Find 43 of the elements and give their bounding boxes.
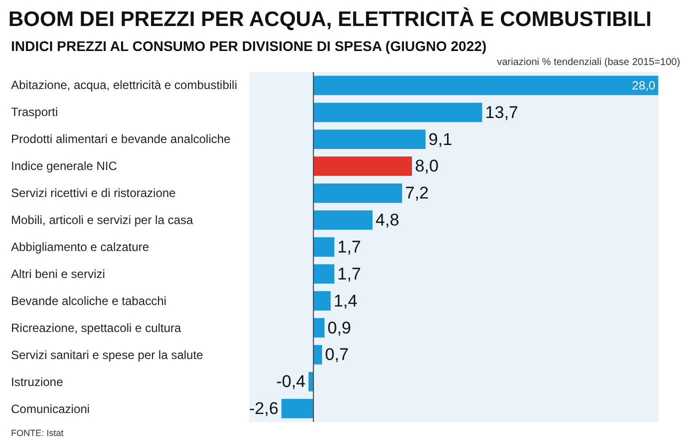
y-tick-label: Ricreazione, spettacoli e cultura [11,321,182,335]
source-note: FONTE: Istat [11,428,64,438]
bar [281,398,314,418]
y-tick-label: Abbigliamento e calzature [11,240,150,254]
bar [313,237,334,257]
y-tick-label: Bevande alcoliche e tabacchi [11,294,166,308]
data-label: 4,8 [376,210,400,230]
y-tick-label: Mobili, articoli e servizi per la casa [11,213,194,227]
data-label: -2,6 [249,399,278,418]
bar [313,156,412,176]
data-label: 9,1 [428,130,452,149]
y-tick-label: Prodotti alimentari e bevande analcoliche [11,132,231,146]
bar [313,130,426,149]
bar [313,264,334,284]
bar [313,345,322,364]
y-tick-label: Servizi ricettivi e di ristorazione [11,186,176,200]
bar [308,372,314,392]
data-label: 1,4 [334,291,358,310]
y-tick-label: Indice generale NIC [11,159,118,173]
data-label: 1,7 [337,238,361,256]
data-label: 28,0 [632,78,656,92]
text: variazioni % tendenziali (base 2015=100) [497,57,680,68]
data-label: 8,0 [414,156,439,176]
bar [313,291,331,311]
data-label: 0,7 [325,345,349,364]
bar [313,102,482,122]
y-tick-label: Trasporti [11,105,58,119]
chart-subtitle: INDICI PREZZI AL CONSUMO PER DIVISIONE DI SPESA (GIUGNO 2022) [11,38,487,54]
y-tick-label: Abitazione, acqua, elettricità e combustibili [11,78,238,92]
y-tick-label: Comunicazioni [11,402,90,416]
bar [313,318,324,338]
bar [313,76,658,96]
y-tick-label: Altri beni e servizi [11,267,106,281]
y-tick-label: Servizi sanitari e spese per la salute [11,348,204,362]
chart-title: BOOM DEI PREZZI PER ACQUA, ELETTRICITÀ E COMBUSTIBILI [8,6,652,31]
data-label: 7,2 [405,184,429,203]
data-label: -0,4 [276,372,306,392]
bar [313,183,402,203]
data-label: 0,9 [328,318,352,338]
data-label: 1,7 [337,264,361,284]
y-tick-label: Istruzione [11,375,64,389]
data-label: 13,7 [485,102,518,122]
bar [313,210,373,230]
